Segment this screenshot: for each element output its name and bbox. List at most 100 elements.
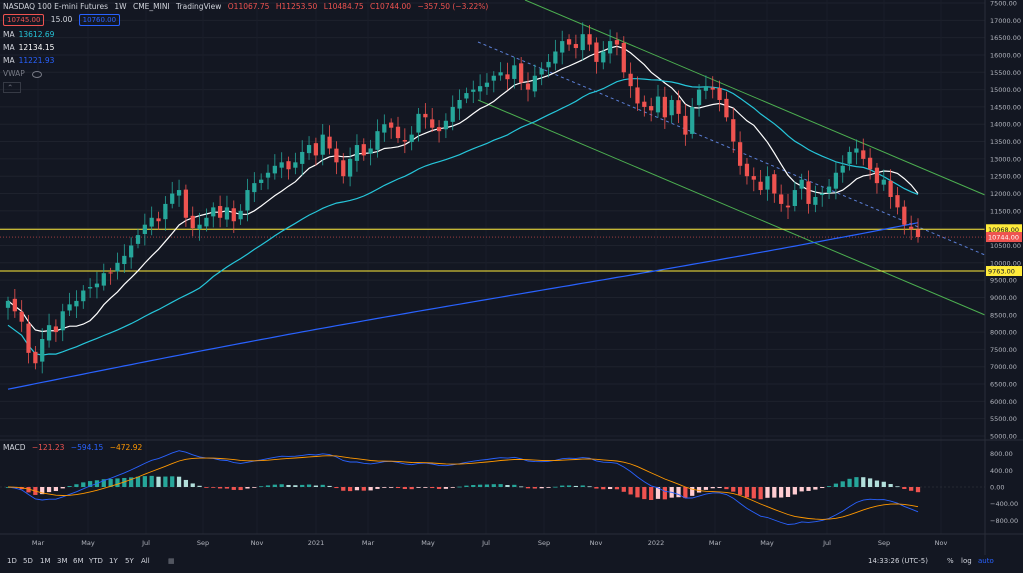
calendar-icon[interactable]: ▦ [168, 557, 175, 565]
candle-body [306, 145, 312, 154]
macd-hist-bar [676, 487, 681, 498]
bid-ask-row: 10745.00 15.00 10760.00 [3, 14, 124, 26]
indicator-label: MA [3, 30, 15, 39]
y-tick-label: 14000.00 [990, 121, 1021, 129]
macd-hist-bar [601, 487, 606, 490]
range-1d-button[interactable]: 1D [7, 557, 17, 565]
macd-hist-bar [553, 486, 558, 488]
candle-body [46, 325, 52, 341]
range-all-button[interactable]: All [141, 557, 150, 565]
candle-body [867, 157, 873, 170]
candle-body [888, 180, 893, 197]
candle-body [5, 300, 11, 308]
macd-hist-bar [416, 487, 421, 488]
range-5d-button[interactable]: 5D [23, 557, 33, 565]
macd-hist-bar [662, 487, 667, 500]
candle-body [915, 229, 921, 238]
y-tick-label: 10500.00 [990, 242, 1021, 250]
candle-body [895, 195, 900, 208]
eye-hidden-icon[interactable] [31, 70, 42, 78]
y-tick-label: 16000.00 [990, 51, 1021, 59]
collapse-legend-button[interactable]: ⌃ [3, 82, 22, 93]
macd-y-tick-label: −800.00 [990, 517, 1018, 525]
indicator-ma-1[interactable]: MA 13612.69 [3, 30, 58, 39]
macd-hist-bar [649, 487, 654, 500]
y-tick-label: 15500.00 [990, 69, 1021, 77]
range-6m-button[interactable]: 6M [73, 557, 84, 565]
candle-body [176, 190, 182, 196]
ma-blue-line [7, 222, 919, 390]
indicator-vwap[interactable]: VWAP [3, 69, 46, 78]
candle-body [457, 99, 462, 109]
macd-hist-bar [484, 484, 490, 487]
indicator-label: MA [3, 56, 15, 65]
x-tick-label: Sep [538, 539, 550, 547]
y-tick-label: 6500.00 [990, 381, 1017, 389]
range-ytd-button[interactable]: YTD [89, 557, 103, 565]
price-tag [986, 232, 1022, 243]
macd-hist-bar [327, 485, 332, 487]
buy-button[interactable]: 10760.00 [78, 14, 121, 26]
range-3m-button[interactable]: 3M [57, 557, 68, 565]
candle-body [443, 120, 449, 130]
macd-hist-bar [737, 487, 743, 495]
channel-upper-line [524, 0, 986, 196]
macd-hist-bar [293, 485, 298, 487]
x-tick-label: Jul [141, 539, 150, 547]
spread-value: 15.00 [50, 15, 73, 24]
auto-scale-toggle[interactable]: auto [978, 557, 994, 565]
clock-readout[interactable]: 14:33:26 (UTC-5) [868, 557, 928, 565]
candle-body [471, 89, 476, 92]
candle-body [792, 190, 797, 207]
log-scale-toggle[interactable]: log [961, 557, 972, 565]
candle-body [87, 287, 93, 289]
y-tick-label: 16500.00 [990, 34, 1021, 42]
change-value: −357.50 (−3.22%) [417, 2, 489, 11]
candle-body [190, 215, 195, 229]
macd-hist-bar [546, 487, 551, 488]
macd-hist-bar [409, 487, 414, 490]
candle-body [409, 134, 414, 143]
x-tick-label: Mar [709, 539, 722, 547]
candle-body [737, 142, 743, 166]
symbol-name[interactable]: NASDAQ 100 E-mini Futures [3, 2, 108, 11]
macd-hist-bar [566, 485, 572, 487]
macd-hist-bar [772, 487, 777, 498]
candle-body [40, 339, 45, 362]
candle-body [272, 165, 277, 174]
candle-body [81, 290, 86, 302]
macd-hist-bar [758, 487, 763, 500]
macd-hist-bar [443, 487, 449, 489]
y-tick-label: 14500.00 [990, 103, 1021, 111]
exchange-label: CME_MINI [132, 2, 170, 11]
range-5y-button[interactable]: 5Y [125, 557, 134, 565]
candle-body [909, 226, 914, 230]
indicator-ma-3[interactable]: MA 11221.93 [3, 56, 58, 65]
range-1y-button[interactable]: 1Y [109, 557, 118, 565]
x-tick-label: Mar [32, 539, 45, 547]
sell-button[interactable]: 10745.00 [3, 14, 45, 26]
indicator-ma-2[interactable]: MA 12134.15 [3, 43, 58, 52]
macd-hist-bar [26, 487, 31, 493]
y-tick-label: 10000.00 [990, 259, 1021, 267]
range-1m-button[interactable]: 1M [40, 557, 51, 565]
macd-hist-bar [861, 477, 866, 487]
macd-hist-bar [46, 487, 52, 493]
candle-body [553, 51, 558, 64]
x-tick-label: Nov [935, 539, 948, 547]
percent-scale-toggle[interactable]: % [947, 557, 954, 565]
candle-body [354, 145, 360, 161]
candle-body [129, 245, 134, 258]
candle-body [286, 161, 291, 170]
candle-body [33, 351, 38, 364]
macd-legend[interactable]: MACD −121.23 −594.15 −472.92 [3, 443, 146, 452]
macd-hist-bar [710, 487, 715, 489]
candle-body [758, 181, 763, 191]
macd-hist-bar [361, 487, 366, 491]
macd-hist-bar [382, 487, 387, 488]
candle-body [505, 74, 510, 80]
candle-body [259, 179, 264, 183]
x-tick-label: 2022 [648, 539, 665, 547]
